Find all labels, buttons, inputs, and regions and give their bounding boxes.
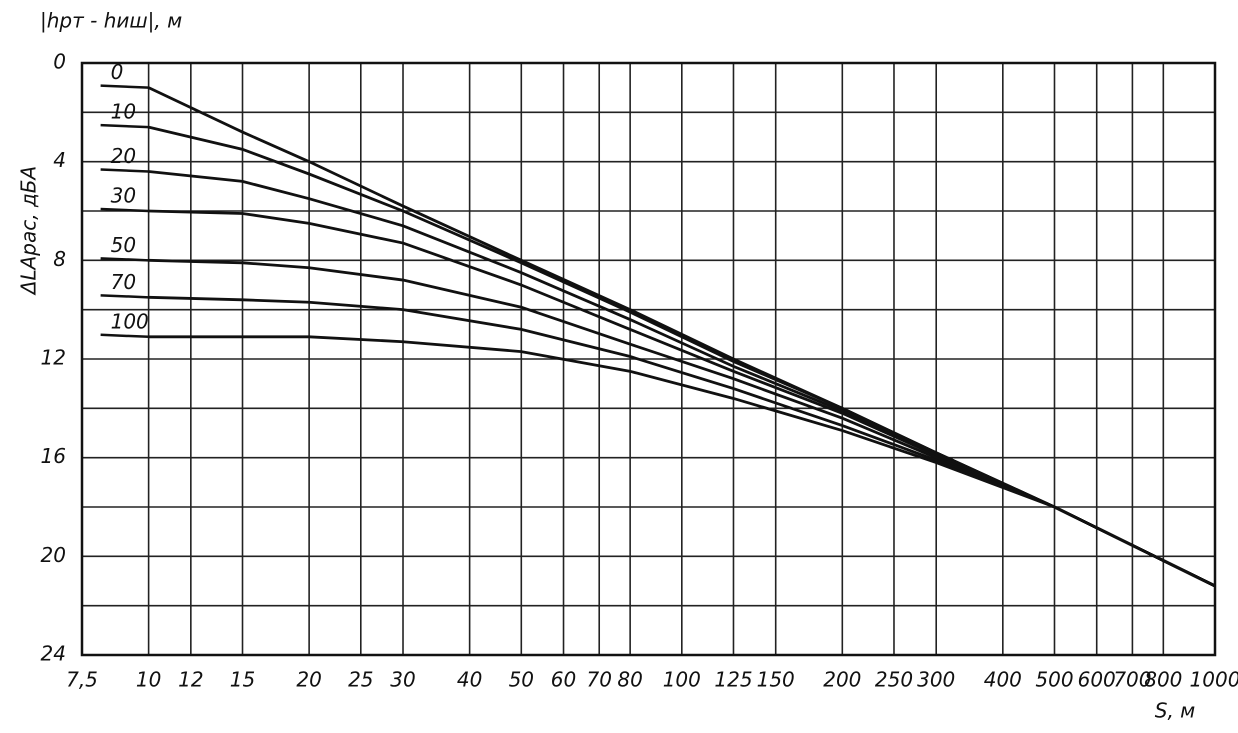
x-tick-label: 800 — [1144, 668, 1182, 692]
y-tick-label: 16 — [41, 444, 66, 468]
x-tick-label: 50 — [509, 668, 534, 692]
x-tick-label: 100 — [663, 668, 701, 692]
leader — [100, 168, 149, 173]
x-tick-label: 40 — [457, 668, 482, 692]
x-tick-label: 250 — [875, 668, 913, 692]
x-tick-label: 400 — [984, 668, 1022, 692]
plot-frame — [80, 61, 1217, 657]
x-axis-label: S, м — [1155, 699, 1196, 723]
x-tick-label: 125 — [714, 668, 752, 692]
leader — [100, 84, 149, 89]
series-label: 50 — [111, 233, 136, 257]
y-tick-label: 24 — [41, 642, 66, 666]
legend-title: |hрт - hиш|, м — [40, 9, 182, 33]
series-line — [148, 209, 1216, 588]
x-tick-label: 70 — [586, 668, 611, 692]
x-tick-label: 500 — [1035, 668, 1073, 692]
leader — [100, 123, 149, 129]
series-label: 30 — [111, 184, 136, 208]
x-tick-label: 60 — [551, 668, 576, 692]
y-axis-label: ΔLАрас, дБА — [17, 166, 41, 296]
series-line — [148, 258, 1216, 588]
x-tick-label: 80 — [617, 668, 642, 692]
series-line — [148, 170, 1216, 588]
leader — [100, 257, 149, 262]
x-tick-label: 15 — [230, 668, 255, 692]
y-tick-label: 0 — [53, 50, 66, 74]
x-tick-label: 20 — [296, 668, 321, 692]
series-label: 20 — [111, 144, 136, 168]
series-line — [148, 335, 1216, 588]
x-tick-label: 12 — [178, 668, 203, 692]
series-label: 70 — [111, 270, 136, 294]
x-tick-label: 200 — [823, 668, 861, 692]
leader — [100, 207, 149, 213]
x-tick-label: 600 — [1078, 668, 1116, 692]
series-line — [148, 295, 1216, 588]
x-tick-label: 1000 — [1190, 668, 1238, 692]
x-tick-label: 30 — [390, 668, 415, 692]
x-tick-label: 25 — [348, 668, 373, 692]
leader — [100, 294, 149, 299]
x-tick-label: 150 — [757, 668, 795, 692]
x-tick-label: 7,5 — [66, 668, 98, 692]
y-tick-label: 20 — [41, 543, 66, 567]
y-tick-label: 8 — [53, 247, 66, 271]
x-tick-label: 300 — [917, 668, 955, 692]
series-label: 0 — [111, 60, 124, 84]
series-label: 10 — [111, 100, 136, 124]
y-tick-label: 12 — [41, 346, 66, 370]
series-label: 100 — [111, 309, 149, 333]
x-tick-label: 10 — [136, 668, 161, 692]
x-tick-label: 700 — [1113, 668, 1151, 692]
y-tick-label: 4 — [53, 148, 66, 172]
leader — [100, 333, 149, 339]
